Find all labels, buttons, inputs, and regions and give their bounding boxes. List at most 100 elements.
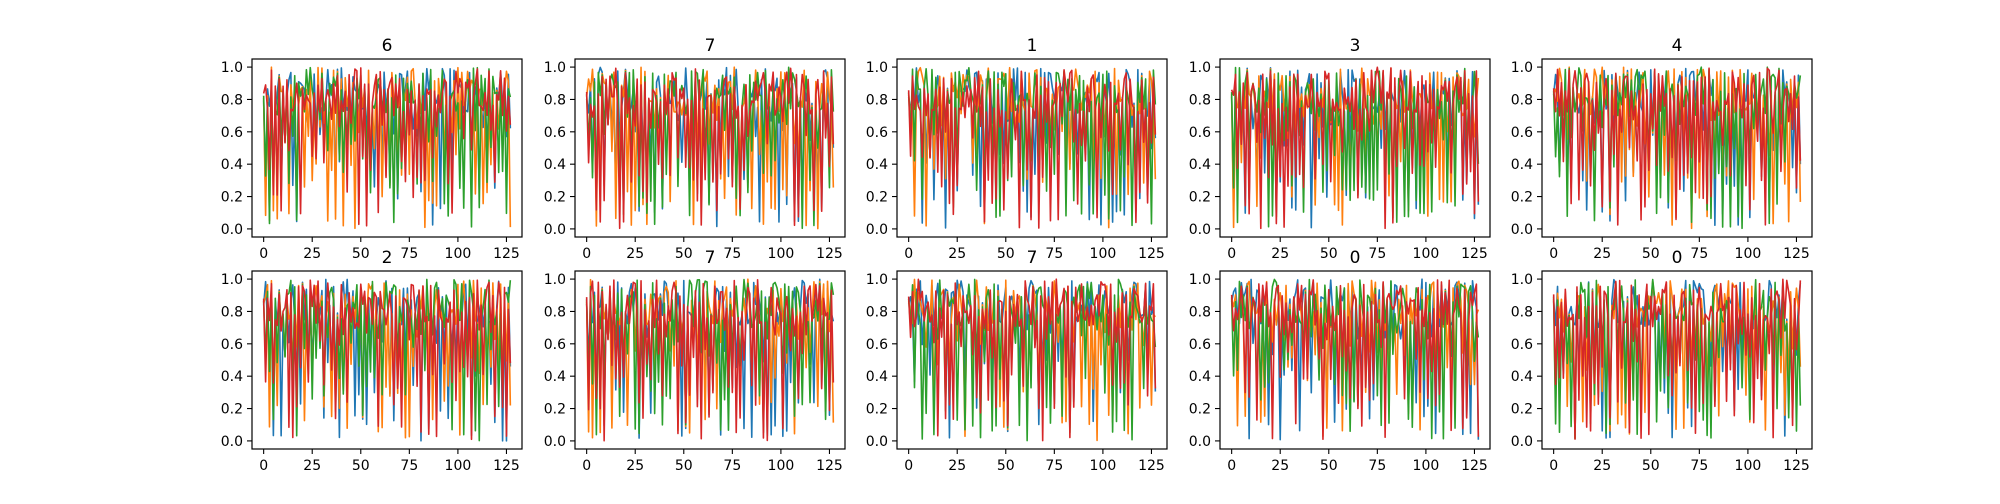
x-tick-label: 125 <box>1138 246 1165 262</box>
y-tick-label: 0.4 <box>221 369 243 385</box>
x-tick-label: 125 <box>1783 246 1810 262</box>
subplot-title: 0 <box>1672 248 1683 268</box>
y-tick-label: 1.0 <box>1189 60 1211 76</box>
x-tick-label: 0 <box>582 458 591 474</box>
y-tick-label: 0.0 <box>221 222 243 238</box>
x-tick-label: 75 <box>723 246 741 262</box>
x-tick-label: 50 <box>675 246 693 262</box>
x-tick-label: 25 <box>303 246 321 262</box>
y-tick-label: 0.6 <box>1511 125 1533 141</box>
y-tick-label: 0.8 <box>866 304 888 320</box>
x-tick-label: 50 <box>997 458 1015 474</box>
x-tick-label: 25 <box>1271 246 1289 262</box>
x-tick-label: 100 <box>1413 458 1440 474</box>
x-tick-label: 0 <box>1227 246 1236 262</box>
x-tick-label: 75 <box>1368 458 1386 474</box>
series-line-2 <box>262 278 512 442</box>
y-tick-label: 0.6 <box>866 337 888 353</box>
axes-frame <box>251 270 523 450</box>
y-tick-label: 0.0 <box>1511 222 1533 238</box>
x-tick-label: 25 <box>303 458 321 474</box>
series-line-3 <box>585 278 835 442</box>
y-tick-label: 0.4 <box>544 369 566 385</box>
y-tick-label: 0.4 <box>1511 157 1533 173</box>
y-tick-label: 0.6 <box>866 125 888 141</box>
y-tick-label: 0.0 <box>1189 434 1211 450</box>
y-tick-label: 0.6 <box>1189 337 1211 353</box>
y-tick-label: 0.2 <box>1511 402 1533 418</box>
y-tick-label: 1.0 <box>221 272 243 288</box>
x-tick-label: 25 <box>948 458 966 474</box>
y-tick-label: 1.0 <box>866 60 888 76</box>
x-tick-label: 125 <box>816 246 843 262</box>
x-tick-label: 0 <box>259 458 268 474</box>
x-tick-label: 0 <box>1549 458 1558 474</box>
x-tick-label: 75 <box>400 246 418 262</box>
subplot-title: 7 <box>1027 248 1038 268</box>
x-tick-label: 125 <box>1461 458 1488 474</box>
x-tick-label: 50 <box>352 458 370 474</box>
x-tick-label: 125 <box>1783 458 1810 474</box>
y-tick-label: 0.4 <box>544 157 566 173</box>
y-tick-label: 0.0 <box>1511 434 1533 450</box>
y-tick-label: 1.0 <box>221 60 243 76</box>
y-tick-label: 0.8 <box>544 92 566 108</box>
y-tick-label: 0.8 <box>1189 304 1211 320</box>
y-tick-label: 0.2 <box>544 190 566 206</box>
y-tick-label: 0.2 <box>1189 402 1211 418</box>
y-tick-label: 0.6 <box>221 125 243 141</box>
subplot-7: 7 0.0 0.2 0.4 0.6 0.8 1.0 0 25 50 75 100 125 <box>866 248 1168 474</box>
x-tick-label: 125 <box>493 246 520 262</box>
y-tick-label: 0.2 <box>221 190 243 206</box>
x-tick-label: 75 <box>400 458 418 474</box>
x-tick-label: 25 <box>948 246 966 262</box>
y-tick-label: 1.0 <box>1511 272 1533 288</box>
x-tick-label: 75 <box>1045 458 1063 474</box>
y-tick-label: 0.8 <box>1511 92 1533 108</box>
y-tick-label: 0.2 <box>866 402 888 418</box>
x-tick-label: 25 <box>626 246 644 262</box>
y-tick-label: 0.6 <box>1189 125 1211 141</box>
subplot-0: 6 0.0 0.2 0.4 0.6 0.8 1.0 0 25 50 75 100 125 <box>221 36 523 262</box>
y-tick-label: 0.6 <box>1511 337 1533 353</box>
y-tick-label: 0.4 <box>221 157 243 173</box>
x-tick-label: 25 <box>1271 458 1289 474</box>
x-tick-label: 50 <box>1642 458 1660 474</box>
y-tick-label: 0.0 <box>1189 222 1211 238</box>
series-line-3 <box>262 67 512 227</box>
x-tick-label: 100 <box>1090 458 1117 474</box>
series-line-3 <box>907 69 1157 229</box>
x-tick-label: 50 <box>675 458 693 474</box>
y-tick-label: 1.0 <box>866 272 888 288</box>
y-tick-label: 0.2 <box>544 402 566 418</box>
series-line-3 <box>585 67 835 230</box>
subplot-3: 3 0.0 0.2 0.4 0.6 0.8 1.0 0 25 50 75 100 125 <box>1189 36 1491 262</box>
x-tick-label: 75 <box>1690 246 1708 262</box>
x-tick-label: 25 <box>1593 458 1611 474</box>
x-tick-label: 0 <box>259 246 268 262</box>
x-tick-label: 75 <box>1045 246 1063 262</box>
series-line-3 <box>1552 278 1802 440</box>
x-tick-label: 125 <box>1461 246 1488 262</box>
axes-frame <box>574 270 846 450</box>
axes-frame <box>251 58 523 238</box>
y-tick-label: 0.6 <box>544 125 566 141</box>
y-tick-label: 0.6 <box>544 337 566 353</box>
x-tick-label: 25 <box>626 458 644 474</box>
y-tick-label: 0.2 <box>1189 190 1211 206</box>
y-tick-label: 0.4 <box>1511 369 1533 385</box>
axes-frame <box>1541 58 1813 238</box>
y-tick-label: 0.0 <box>866 434 888 450</box>
x-tick-label: 100 <box>1735 246 1762 262</box>
axes-frame <box>1541 270 1813 450</box>
y-tick-label: 0.4 <box>1189 369 1211 385</box>
subplot-5: 2 0.0 0.2 0.4 0.6 0.8 1.0 0 25 50 75 100 125 <box>221 248 523 474</box>
x-tick-label: 100 <box>1090 246 1117 262</box>
axes-frame <box>574 58 846 238</box>
series-line-3 <box>907 278 1157 442</box>
y-tick-label: 0.4 <box>1189 157 1211 173</box>
subplot-title: 6 <box>382 36 393 56</box>
x-tick-label: 0 <box>904 458 913 474</box>
